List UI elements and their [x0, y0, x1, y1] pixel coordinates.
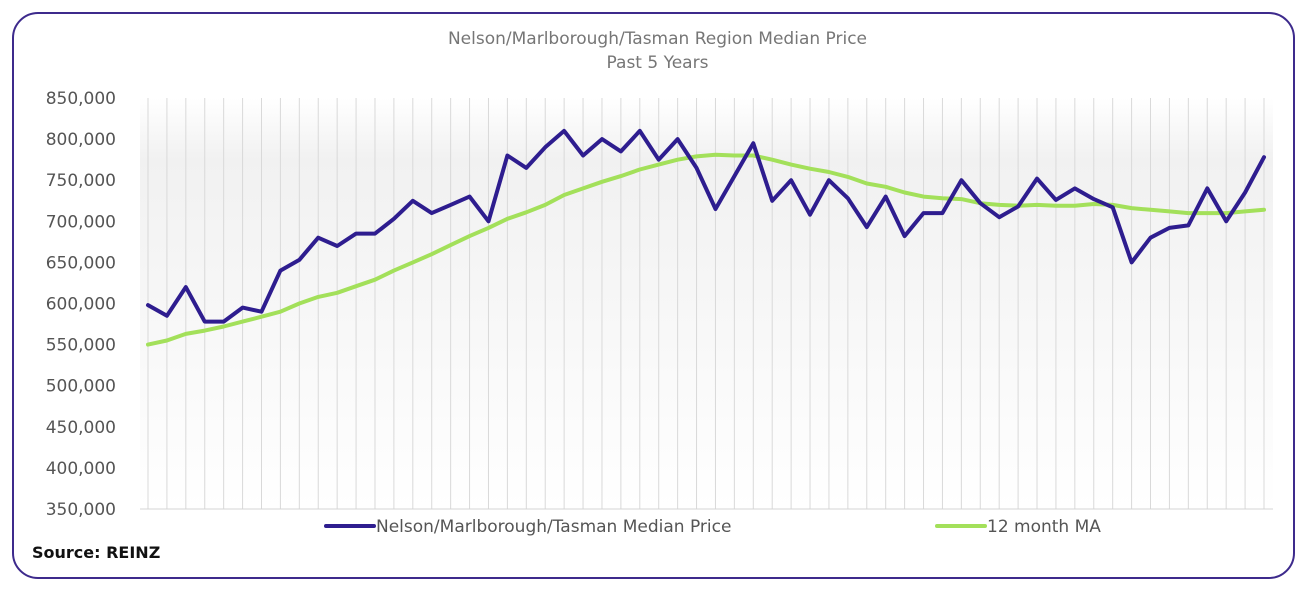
series-lines [146, 128, 1266, 347]
series-line-median-price [146, 128, 1266, 324]
y-tick-label: 400,000 [46, 459, 116, 479]
y-tick-label: 800,000 [46, 130, 116, 150]
chart-subtitle: Past 5 Years [606, 53, 709, 73]
series-line-12-month-ma [146, 152, 1266, 347]
vertical-gridlines [147, 98, 1265, 509]
source-note: Source: REINZ [32, 543, 161, 562]
y-tick-label: 600,000 [46, 295, 116, 315]
legend: Nelson/Marlborough/Tasman Median Price 1… [324, 517, 1101, 537]
y-axis: 850,000 800,000 750,000 700,000 650,000 600,0… [46, 89, 116, 520]
plot-area-background [140, 98, 1273, 509]
chart-title: Nelson/Marlborough/Tasman Region Median … [447, 29, 868, 49]
y-tick-label: 500,000 [46, 377, 116, 397]
y-tick-label: 700,000 [46, 212, 116, 232]
legend-label-median-price: Nelson/Marlborough/Tasman Median Price [376, 517, 731, 537]
y-tick-label: 450,000 [46, 418, 116, 438]
y-tick-label: 550,000 [46, 336, 116, 356]
y-tick-label: 350,000 [46, 500, 116, 520]
y-tick-label: 650,000 [46, 253, 116, 273]
legend-label-12-month-ma: 12 month MA [987, 517, 1101, 537]
y-tick-label: 850,000 [46, 89, 116, 109]
y-tick-label: 750,000 [46, 171, 116, 191]
